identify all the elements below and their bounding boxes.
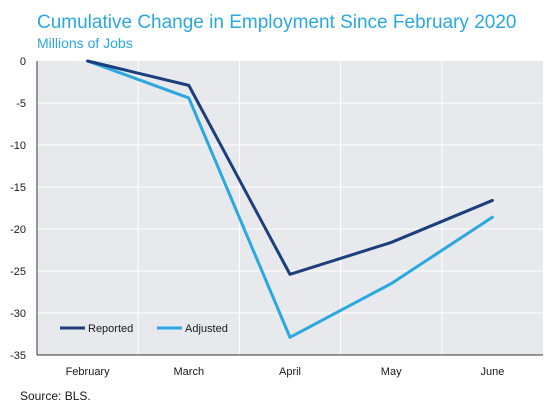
x-tick-label: June	[480, 366, 504, 378]
legend-label-adjusted: Adjusted	[185, 323, 228, 335]
y-tick-label: 0	[20, 56, 26, 68]
gridlines	[37, 61, 543, 355]
legend: Reported Adjusted	[60, 323, 228, 335]
chart-subtitle: Millions of Jobs	[37, 35, 133, 51]
series-lines	[86, 59, 494, 339]
series-line-reported	[86, 59, 494, 276]
y-tick-label: -35	[10, 350, 26, 362]
source-note: Source: BLS.	[20, 389, 91, 403]
axes: 0 -5 -10 -15 -20 -25 -30 -35 February March April M…	[10, 56, 543, 378]
legend-label-reported: Reported	[88, 323, 133, 335]
series-line-adjusted	[86, 59, 494, 339]
y-tick-label: -10	[10, 140, 26, 152]
chart-title: Cumulative Change in Employment Since Fe…	[37, 12, 517, 33]
x-tick-label: March	[174, 366, 205, 378]
y-tick-label: -30	[10, 308, 26, 320]
y-tick-label: -25	[10, 266, 26, 278]
x-tick-label: February	[66, 366, 111, 378]
y-tick-label: -5	[16, 98, 26, 110]
x-tick-label: April	[279, 366, 301, 378]
y-tick-label: -15	[10, 182, 26, 194]
x-tick-label: May	[381, 366, 402, 378]
plot-area	[37, 61, 543, 355]
y-tick-label: -20	[10, 224, 26, 236]
